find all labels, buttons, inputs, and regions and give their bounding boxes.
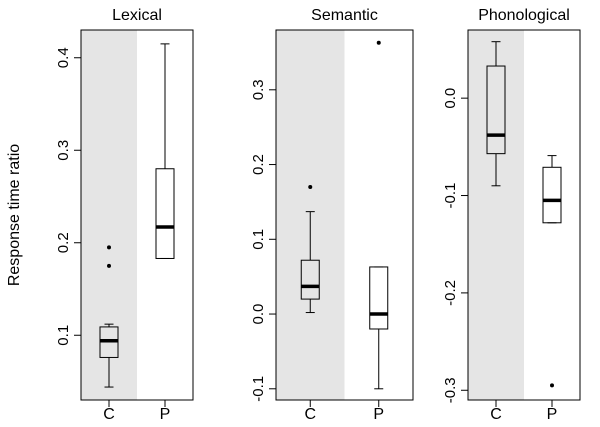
y-tick-label: 0.2 xyxy=(250,154,267,175)
panel-frame xyxy=(467,29,581,401)
box-p xyxy=(542,155,562,388)
box-p xyxy=(155,43,175,259)
box-c xyxy=(486,41,506,187)
x-tick-label: P xyxy=(160,406,171,423)
x-tick-label: C xyxy=(490,406,502,423)
iqr-box xyxy=(542,166,562,224)
panel-frame xyxy=(80,29,194,401)
x-tick-label: C xyxy=(103,406,115,423)
box-c xyxy=(99,245,119,388)
y-tick-label: -0.1 xyxy=(442,183,459,209)
panel-title: Lexical xyxy=(112,7,162,24)
x-tick-label: P xyxy=(547,406,558,423)
iqr-box xyxy=(300,259,320,300)
y-tick-label: -0.3 xyxy=(442,377,459,403)
shaded-region-c xyxy=(468,30,524,400)
outlier-point xyxy=(376,40,381,45)
box-p xyxy=(369,40,389,390)
iqr-box xyxy=(369,266,389,330)
y-tick-label: 0.4 xyxy=(55,47,72,68)
box-c xyxy=(300,184,320,314)
outlier-point xyxy=(107,263,111,268)
outlier-point xyxy=(550,383,554,388)
y-tick-label: 0.1 xyxy=(55,325,72,346)
y-tick-label: 0.1 xyxy=(250,229,267,250)
x-tick-label: P xyxy=(373,406,384,423)
y-tick-label: -0.1 xyxy=(250,376,267,402)
panel-frame xyxy=(275,29,414,401)
panel-phonological: Phonological -0.3 -0.2 -0.1 0.0 C P xyxy=(442,7,581,423)
panel-title: Semantic xyxy=(311,7,378,24)
outlier-point xyxy=(107,245,111,250)
y-tick-label: -0.2 xyxy=(442,280,459,306)
panel-title: Phonological xyxy=(478,7,570,24)
outlier-point xyxy=(308,184,313,189)
x-tick-label: C xyxy=(304,406,316,423)
panel-lexical: Lexical 0.1 0.2 0.3 0.4 C P xyxy=(55,7,194,423)
y-tick-label: 0.0 xyxy=(250,304,267,325)
panel-semantic: Semantic -0.1 0.0 0.1 0.2 0.3 C P xyxy=(250,7,414,423)
iqr-box xyxy=(486,65,506,155)
y-tick-label: 0.2 xyxy=(55,232,72,253)
shaded-region-c xyxy=(81,30,137,400)
y-axis-label: Response time ratio xyxy=(6,144,23,286)
y-tick-label: 0.3 xyxy=(55,140,72,161)
y-tick-label: 0.3 xyxy=(250,79,267,100)
y-tick-label: 0.0 xyxy=(442,88,459,109)
iqr-box xyxy=(155,168,175,259)
